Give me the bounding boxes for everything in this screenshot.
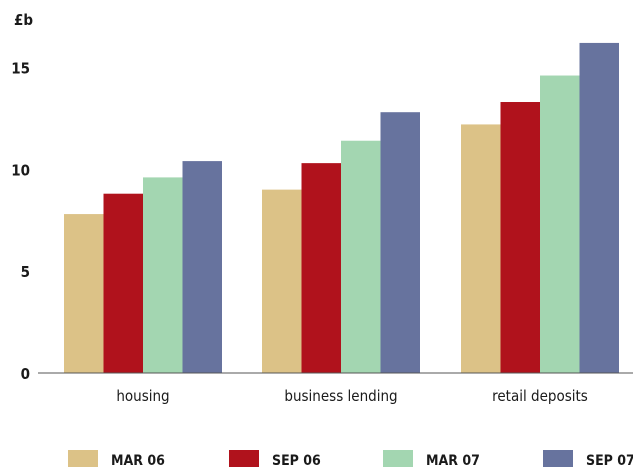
y-tick-label: 15 xyxy=(11,59,30,77)
y-tick-label: 5 xyxy=(21,263,30,281)
bar xyxy=(461,124,501,373)
bar xyxy=(341,140,381,373)
legend-item: SEP 07 xyxy=(543,450,633,467)
legend-swatch xyxy=(229,450,259,467)
x-category-label: housing xyxy=(116,387,169,405)
bar xyxy=(301,163,341,373)
bar xyxy=(262,189,302,373)
bar-group xyxy=(461,42,619,374)
x-category-label: business lending xyxy=(284,387,397,405)
bar-group xyxy=(262,112,420,373)
legend-item: MAR 06 xyxy=(68,450,165,467)
bar xyxy=(143,177,183,373)
bar xyxy=(579,42,619,374)
x-category-label: retail deposits xyxy=(492,387,588,405)
bar-group xyxy=(64,161,222,373)
y-axis: £b 0 5 10 15 xyxy=(11,11,33,383)
bars xyxy=(64,42,619,374)
legend-label: SEP 06 xyxy=(272,453,321,467)
legend: MAR 06 SEP 06 MAR 07 SEP 07 xyxy=(68,450,633,467)
bar xyxy=(103,193,143,373)
legend-swatch xyxy=(68,450,98,467)
legend-label: MAR 06 xyxy=(111,453,165,467)
bar xyxy=(380,112,420,373)
legend-label: SEP 07 xyxy=(586,453,633,467)
bar xyxy=(182,161,222,373)
y-axis-unit-label: £b xyxy=(14,11,33,29)
legend-swatch xyxy=(383,450,413,467)
legend-label: MAR 07 xyxy=(426,453,480,467)
category-labels: housing business lending retail deposits xyxy=(116,387,587,405)
legend-swatch xyxy=(543,450,573,467)
legend-item: MAR 07 xyxy=(383,450,480,467)
legend-item: SEP 06 xyxy=(229,450,321,467)
y-tick-label: 0 xyxy=(21,365,30,383)
bar xyxy=(500,102,540,373)
bar xyxy=(540,75,580,374)
y-tick-label: 10 xyxy=(11,161,30,179)
bar xyxy=(64,214,104,373)
